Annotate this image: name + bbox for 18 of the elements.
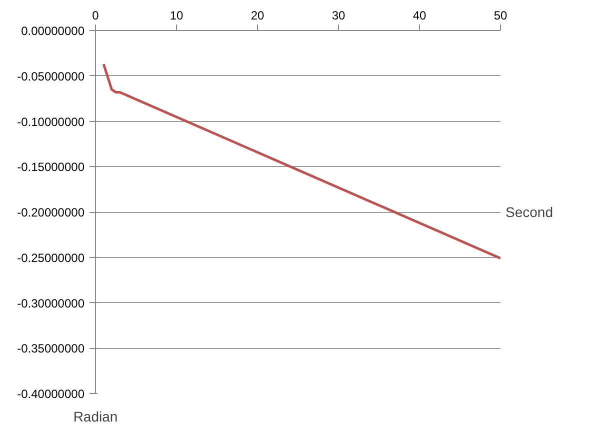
- y-tick-label: -0.40000000: [17, 387, 85, 401]
- y-tick-label: -0.35000000: [17, 342, 85, 356]
- y-tick-label: 0.00000000: [21, 24, 85, 38]
- y-tick-label: -0.10000000: [17, 114, 85, 129]
- y-tick-label: -0.30000000: [17, 296, 85, 310]
- x-tick-label: 50: [494, 8, 508, 22]
- y-axis-title: Radian: [73, 408, 118, 424]
- x-tick-label: 40: [412, 8, 426, 22]
- x-tick-label: 0: [92, 8, 100, 22]
- x-tick-label: 10: [170, 8, 184, 22]
- y-tick-label: -0.25000000: [17, 250, 85, 265]
- y-tick-label: -0.20000000: [17, 206, 85, 220]
- line-series: [102, 62, 500, 260]
- x-tick-label: 30: [332, 8, 346, 22]
- x-axis-title: Second: [506, 204, 553, 220]
- y-tick-label: -0.05000000: [17, 69, 85, 84]
- x-tick-label: 20: [250, 8, 264, 22]
- y-tick-label: -0.15000000: [17, 160, 85, 174]
